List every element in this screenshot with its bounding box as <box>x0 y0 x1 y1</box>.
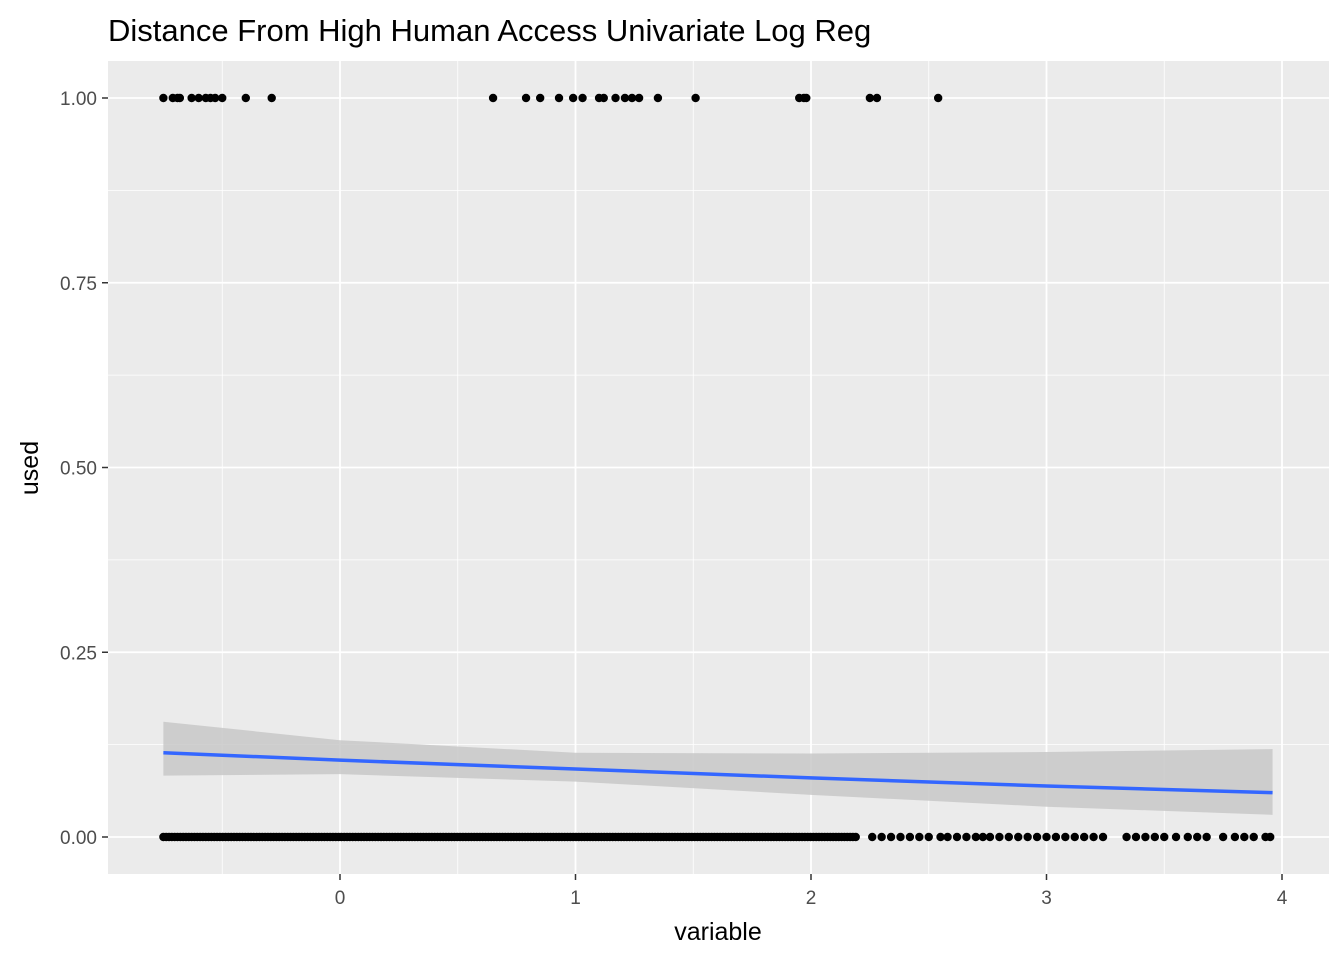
point-unused <box>1183 832 1193 842</box>
point-unused <box>1249 832 1258 842</box>
point-unused <box>1098 832 1108 842</box>
point-used <box>599 93 608 103</box>
point-unused <box>1171 832 1181 842</box>
y-tick-label: 0.50 <box>60 459 97 480</box>
point-unused <box>1023 832 1032 842</box>
point-unused <box>1131 832 1141 842</box>
point-unused <box>1122 832 1131 842</box>
x-axis: 0 1 2 3 4 <box>335 874 1288 909</box>
point-used <box>535 93 545 103</box>
logistic-fit-line <box>163 751 1273 795</box>
x-tick-label: 4 <box>1277 888 1288 909</box>
point-unused <box>1218 832 1228 842</box>
point-used <box>241 93 250 103</box>
point-unused <box>1051 832 1061 842</box>
x-tick-label: 1 <box>570 888 581 909</box>
point-used <box>218 93 227 103</box>
point-used <box>267 93 276 103</box>
point-used <box>634 93 644 103</box>
point-unused <box>936 832 945 842</box>
point-unused <box>1230 832 1240 842</box>
point-used <box>620 93 630 103</box>
point-unused <box>952 832 962 842</box>
point-used <box>187 93 196 103</box>
point-unused <box>1079 832 1089 842</box>
point-used <box>865 93 875 103</box>
point-used <box>802 93 811 103</box>
point-unused <box>1004 832 1014 842</box>
point-unused <box>1240 832 1249 842</box>
y-axis: 0.00 0.25 0.50 0.75 1.00 <box>60 89 108 849</box>
point-unused <box>1070 832 1079 842</box>
y-tick-label: 0.25 <box>60 643 97 664</box>
point-unused <box>851 832 860 842</box>
point-used <box>578 93 587 103</box>
point-unused <box>1014 832 1023 842</box>
x-tick-label: 2 <box>806 888 817 909</box>
point-used <box>521 93 531 103</box>
y-tick-label: 0.00 <box>60 828 97 849</box>
x-tick-label: 0 <box>335 888 346 909</box>
point-unused <box>962 832 971 842</box>
point-unused <box>1089 832 1098 842</box>
point-unused <box>995 832 1004 842</box>
point-unused <box>1193 832 1202 842</box>
point-unused <box>1061 832 1070 842</box>
point-unused <box>978 832 988 842</box>
point-used <box>627 93 637 103</box>
point-unused <box>1032 832 1042 842</box>
x-tick-label: 3 <box>1041 888 1052 909</box>
y-axis-title: used <box>16 441 44 495</box>
point-unused <box>1141 832 1150 842</box>
x-axis-title: variable <box>674 918 762 946</box>
point-unused <box>943 832 952 842</box>
point-used <box>210 93 220 103</box>
point-used <box>611 93 620 103</box>
point-used <box>691 93 700 103</box>
point-used <box>568 93 578 103</box>
point-unused <box>896 832 905 842</box>
point-used <box>554 93 564 103</box>
y-tick-label: 0.75 <box>60 274 97 295</box>
point-used <box>159 93 168 103</box>
chart-title: Distance From High Human Access Univaria… <box>108 13 871 48</box>
point-unused <box>1266 832 1275 842</box>
point-used <box>933 93 943 103</box>
confidence-band <box>163 721 1273 815</box>
point-unused <box>915 832 924 842</box>
point-used <box>872 93 882 103</box>
point-used <box>175 93 185 103</box>
point-unused <box>886 832 896 842</box>
point-unused <box>985 832 995 842</box>
data-points <box>159 93 1275 842</box>
point-unused <box>924 832 933 842</box>
point-unused <box>1202 832 1211 842</box>
point-used <box>653 93 663 103</box>
point-used <box>488 93 498 103</box>
point-unused <box>971 832 981 842</box>
point-used <box>194 93 203 103</box>
y-tick-label: 1.00 <box>60 89 97 110</box>
point-unused <box>905 832 915 842</box>
point-unused <box>877 832 886 842</box>
point-unused <box>1150 832 1160 842</box>
point-unused <box>1042 832 1051 842</box>
point-unused <box>868 832 877 842</box>
point-unused <box>1160 832 1169 842</box>
